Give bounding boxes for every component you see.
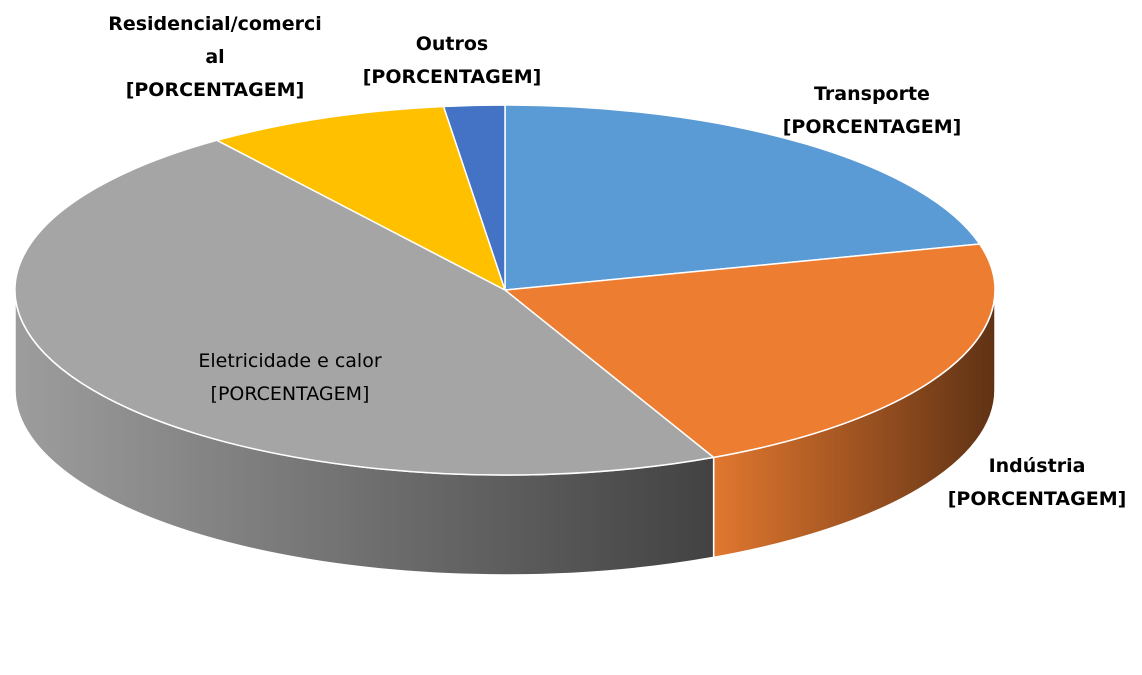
value-label: [PORCENTAGEM] xyxy=(125,79,305,101)
category-label: Outros xyxy=(415,33,489,55)
data-label: Indústria [PORCENTAGEM] xyxy=(948,450,1127,516)
slice xyxy=(442,104,506,291)
data-label: Eletricidade e calor [PORCENTAGEM] xyxy=(198,345,381,411)
value-label: [PORCENTAGEM] xyxy=(362,66,542,88)
data-label: Residencial/comercial [PORCENTAGEM] xyxy=(105,8,325,107)
value-label: [PORCENTAGEM] xyxy=(782,116,962,138)
data-label: Outros [PORCENTAGEM] xyxy=(363,28,542,94)
category-label: Eletricidade e calor xyxy=(198,350,382,372)
slice xyxy=(503,243,996,459)
category-label: Transporte xyxy=(814,83,930,105)
slice xyxy=(214,105,507,292)
slice xyxy=(14,139,716,476)
data-label: Transporte [PORCENTAGEM] xyxy=(783,78,962,144)
value-label: [PORCENTAGEM] xyxy=(210,383,370,405)
slice xyxy=(504,104,981,291)
category-label: Residencial/comercial xyxy=(108,13,322,68)
category-label: Indústria xyxy=(988,455,1086,477)
value-label: [PORCENTAGEM] xyxy=(947,488,1127,510)
